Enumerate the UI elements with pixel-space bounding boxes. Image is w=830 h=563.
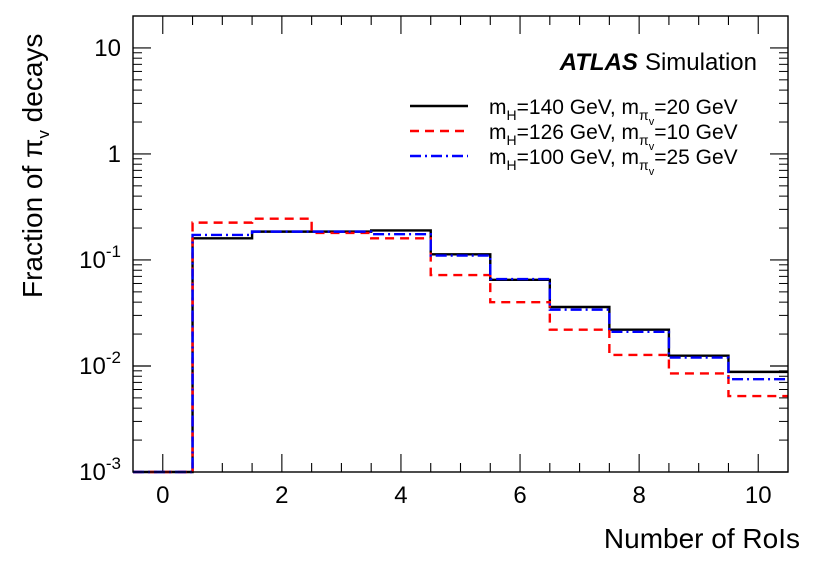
legend-sub: π: [639, 157, 649, 173]
legend-entry-2: mH=126 GeV, mπv=10 GeV: [410, 121, 738, 153]
series-line: [133, 229, 788, 474]
legend-text: =126 GeV,: [517, 121, 622, 144]
y-tick-label-base: 10: [94, 35, 121, 62]
x-tick-label: 0: [156, 482, 169, 509]
y-tick-label: 10-3: [79, 454, 121, 486]
y-axis-title-sub: v: [34, 130, 53, 139]
series-line: [133, 217, 788, 474]
legend-m: m: [489, 121, 507, 144]
legend-text: =25 GeV: [654, 146, 737, 169]
legend-text: =20 GeV: [654, 96, 737, 119]
legend-label: mH=126 GeV, mπv=10 GeV: [489, 121, 738, 153]
y-axis-title-tail: decays: [17, 34, 48, 131]
y-tick-label-base: 1: [108, 141, 121, 168]
legend-subsub: v: [649, 116, 655, 128]
x-tick-label: 2: [275, 482, 288, 509]
x-axis-title: Number of RoIs: [604, 523, 800, 554]
y-tick-label-base: 10: [79, 459, 106, 486]
y-tick-label-base: 10: [79, 247, 106, 274]
y-tick-label: 10: [94, 35, 121, 62]
y-tick-label-exponent: -2: [106, 348, 121, 367]
legend-label: mH=140 GeV, mπv=20 GeV: [489, 96, 738, 128]
atlas-simulation-label: ATLAS Simulation: [559, 49, 757, 76]
legend-m: m: [489, 146, 507, 169]
legend-entry-3: mH=100 GeV, mπv=25 GeV: [410, 146, 738, 178]
x-axis-ticks: 0 2 4 6 8 10: [156, 16, 772, 509]
legend-m: m: [622, 146, 640, 169]
legend-m: m: [622, 96, 640, 119]
series-1: [133, 229, 788, 474]
legend-m: m: [622, 121, 640, 144]
legend-m: m: [489, 96, 507, 119]
x-tick-label: 6: [513, 482, 526, 509]
legend-sub: π: [639, 107, 649, 123]
x-tick-label: 8: [632, 482, 645, 509]
series-group: [133, 217, 788, 474]
y-axis-title-symbol: π: [17, 139, 48, 158]
y-tick-label-exponent: -1: [106, 242, 121, 261]
atlas-label-bold: ATLAS: [559, 49, 638, 76]
legend-text: =10 GeV: [654, 121, 737, 144]
y-tick-label-base: 10: [79, 353, 106, 380]
x-tick-label: 10: [745, 482, 772, 509]
plot-frame: [132, 15, 789, 473]
legend-subsub: v: [649, 166, 655, 178]
legend-sub: H: [507, 107, 517, 123]
legend-sub: π: [639, 132, 649, 148]
y-axis-title-main: Fraction of: [17, 158, 48, 298]
legend-subsub: v: [649, 141, 655, 153]
y-tick-label-exponent: -3: [106, 454, 121, 473]
series-line: [133, 230, 788, 474]
y-axis-title: Fraction of πv decays: [17, 34, 53, 298]
atlas-label-normal: Simulation: [645, 49, 757, 76]
y-tick-label: 10-1: [79, 242, 121, 274]
legend-text: =100 GeV,: [517, 146, 622, 169]
legend-text: =140 GeV,: [517, 96, 622, 119]
legend-label: mH=100 GeV, mπv=25 GeV: [489, 146, 738, 178]
series-2: [133, 217, 788, 474]
legend-sub: H: [507, 132, 517, 148]
y-tick-label: 10-2: [79, 348, 121, 380]
legend-sub: H: [507, 157, 517, 173]
y-tick-label: 1: [108, 141, 121, 168]
legend-entry-1: mH=140 GeV, mπv=20 GeV: [410, 96, 738, 128]
x-tick-label: 4: [394, 482, 407, 509]
series-3: [133, 230, 788, 474]
